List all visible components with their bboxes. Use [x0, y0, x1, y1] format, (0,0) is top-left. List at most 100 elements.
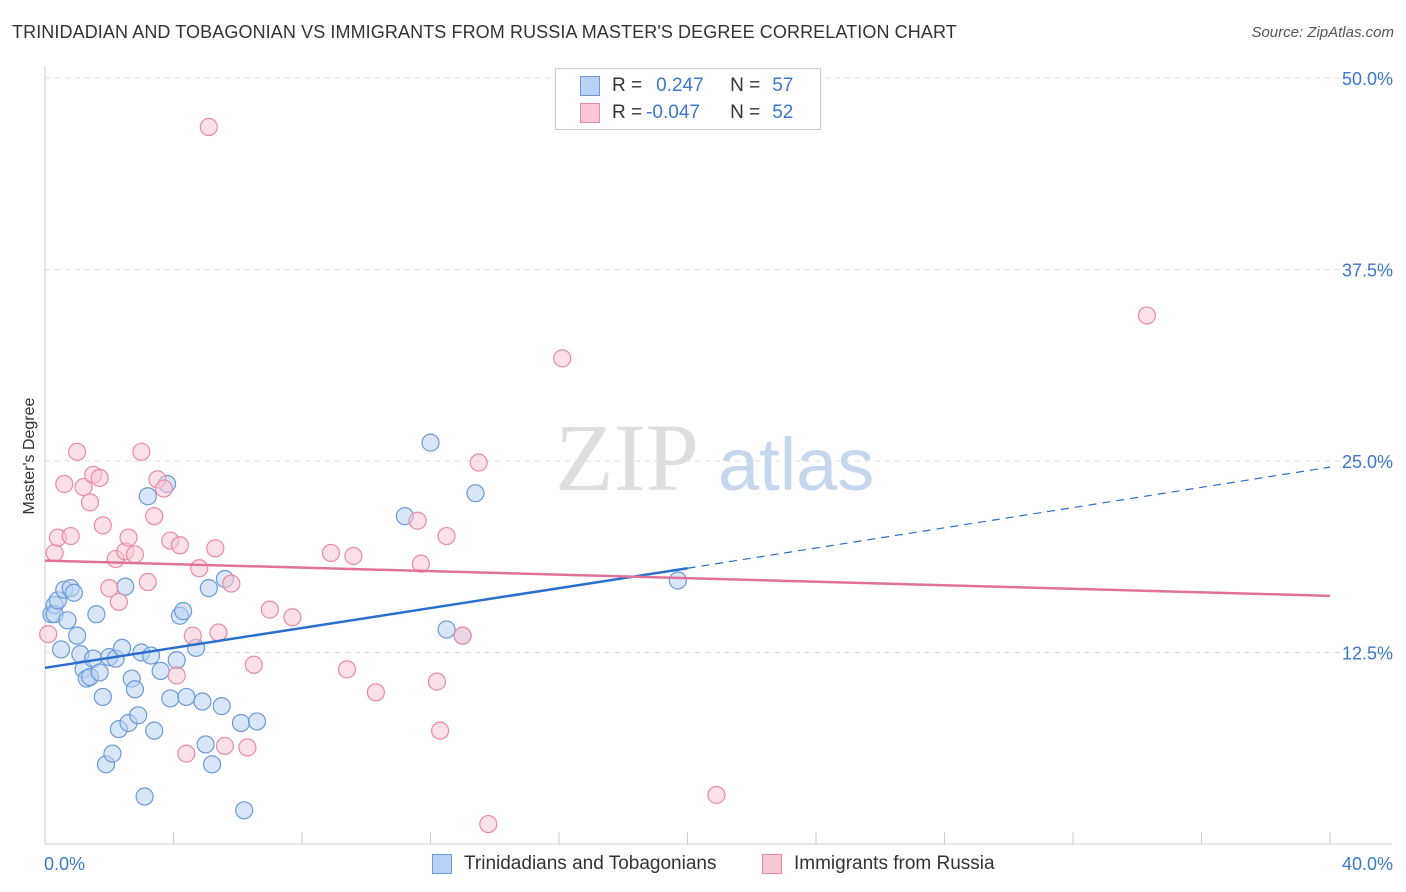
x-tick-label: 40.0%: [1342, 854, 1393, 874]
bottom-legend-label-blue: Trinidadians and Tobagonians: [464, 853, 717, 874]
point-trinidadian: [421, 433, 440, 452]
point-russia: [190, 559, 209, 578]
point-trinidadian: [161, 689, 180, 708]
y-tick-label: 12.5%: [1342, 644, 1393, 664]
point-russia: [244, 655, 263, 674]
point-trinidadian: [196, 735, 215, 754]
point-trinidadian: [167, 651, 186, 670]
point-russia: [260, 600, 279, 619]
point-russia: [68, 442, 87, 461]
point-trinidadian: [466, 484, 485, 503]
watermark-zip: ZIP: [555, 404, 699, 511]
bottom-legend-swatch-pink: [762, 854, 782, 874]
y-tick-label: 50.0%: [1342, 69, 1393, 89]
y-tick-label: 37.5%: [1342, 261, 1393, 281]
point-trinidadian: [125, 680, 145, 699]
legend-r-label: R =: [612, 75, 643, 96]
point-trinidadian: [103, 744, 122, 763]
point-trinidadian: [212, 697, 231, 716]
point-russia: [411, 554, 430, 573]
point-trinidadian: [247, 712, 267, 731]
point-russia: [283, 608, 302, 627]
point-trinidadian: [668, 571, 687, 590]
legend-row-trinidadian: R = 0.247 N = 57: [580, 74, 793, 98]
legend-row-russia: R = -0.047 N = 52: [580, 101, 793, 125]
point-russia: [74, 477, 93, 497]
point-russia: [469, 453, 488, 472]
point-trinidadian: [437, 620, 456, 639]
point-russia: [427, 672, 447, 691]
point-russia: [344, 546, 363, 566]
point-russia: [167, 666, 186, 685]
point-russia: [479, 814, 498, 834]
point-trinidadian: [193, 692, 212, 711]
point-russia: [55, 474, 74, 494]
point-russia: [337, 660, 357, 679]
point-russia: [199, 117, 218, 137]
point-trinidadian: [116, 577, 135, 596]
legend-n-label: N =: [730, 102, 761, 123]
point-russia: [206, 539, 225, 558]
point-trinidadian: [68, 626, 87, 645]
watermark-atlas: atlas: [718, 423, 874, 506]
point-trinidadian: [87, 605, 106, 624]
point-russia: [61, 526, 80, 546]
point-trinidadian: [58, 611, 77, 630]
point-russia: [154, 479, 173, 498]
point-russia: [90, 468, 109, 487]
point-trinidadian: [51, 640, 71, 659]
point-russia: [45, 543, 64, 563]
point-russia: [93, 516, 112, 535]
source-label: Source: ZipAtlas.com: [1251, 24, 1394, 41]
point-trinidadian: [145, 721, 164, 740]
point-russia: [215, 736, 234, 756]
point-trinidadian: [93, 687, 112, 707]
point-russia: [100, 579, 119, 598]
bottom-legend-label-pink: Immigrants from Russia: [794, 853, 995, 874]
point-trinidadian: [151, 661, 170, 680]
point-russia: [39, 625, 58, 644]
point-trinidadian: [135, 787, 154, 806]
legend-r-label: R =: [612, 102, 643, 123]
trend-layer: [44, 466, 1331, 670]
axis-layer: [44, 66, 1392, 845]
point-russia: [553, 349, 572, 368]
legend-r-value: -0.047: [646, 102, 700, 123]
y-axis-label: Master's Degree: [21, 397, 38, 514]
point-trinidadian: [138, 487, 157, 506]
point-russia: [170, 536, 190, 555]
points-layer: [39, 117, 1156, 834]
point-trinidadian: [174, 602, 193, 621]
point-russia: [707, 785, 726, 805]
point-russia: [109, 592, 128, 612]
point-russia: [145, 507, 164, 526]
point-trinidadian: [235, 801, 254, 820]
legend-n-value: 57: [772, 75, 794, 96]
point-russia: [125, 545, 145, 564]
point-russia: [183, 626, 202, 645]
point-russia: [80, 493, 100, 512]
point-russia: [366, 683, 385, 702]
point-russia: [132, 442, 151, 461]
labels-layer: 12.5% 25.0% 37.5% 50.0% 0.0% 40.0% Master's De…: [21, 69, 1393, 874]
point-trinidadian: [90, 663, 109, 682]
legend-swatch-blue: [580, 76, 600, 96]
point-russia: [437, 526, 456, 546]
point-trinidadian: [177, 687, 196, 707]
point-russia: [453, 626, 472, 645]
point-trinidadian: [129, 706, 148, 725]
point-russia: [138, 572, 157, 592]
legend-n-value: 52: [772, 102, 794, 123]
point-russia: [408, 511, 427, 530]
point-russia: [119, 528, 138, 547]
bottom-legend-swatch-blue: [432, 854, 452, 874]
trend-line-trinidadian: [44, 567, 688, 670]
point-trinidadian: [202, 755, 222, 774]
point-trinidadian: [199, 579, 218, 598]
legend-swatch-pink: [580, 103, 600, 123]
trend-line-russia: [44, 559, 1331, 598]
point-russia: [1137, 306, 1156, 325]
point-trinidadian: [64, 583, 84, 602]
point-russia: [238, 738, 257, 757]
